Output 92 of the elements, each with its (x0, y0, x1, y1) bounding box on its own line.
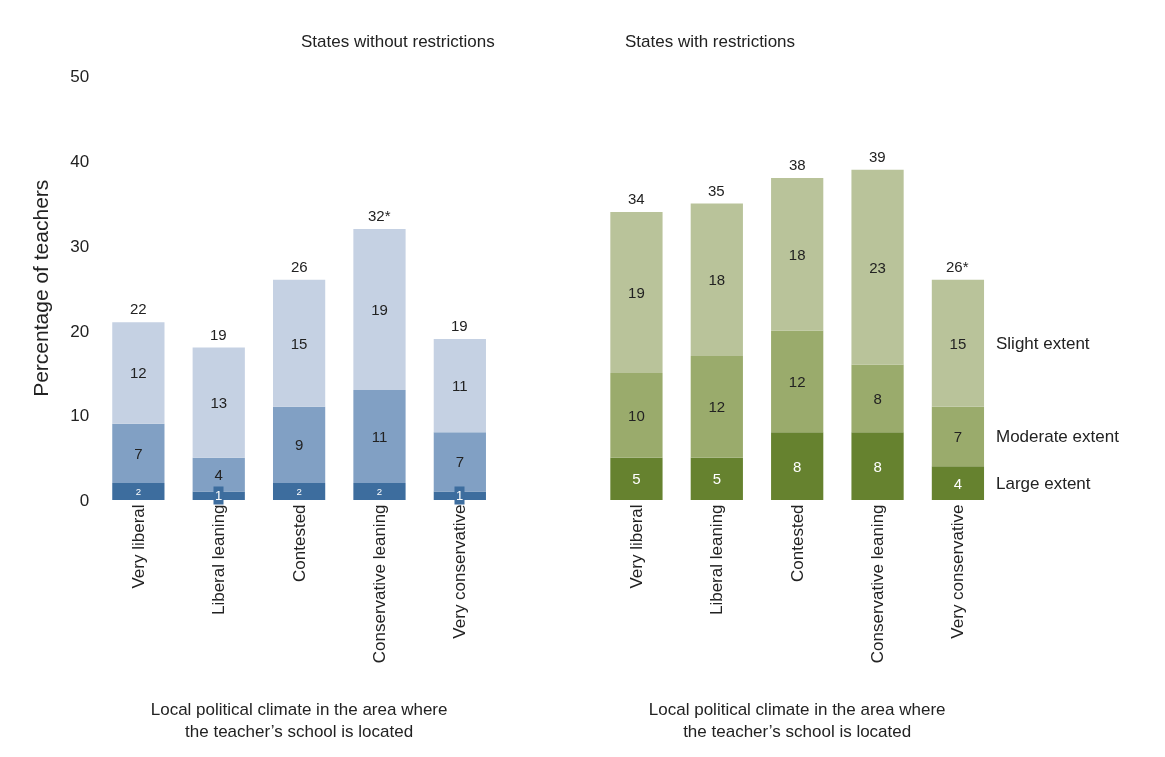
data-label: 7 (455, 453, 465, 471)
x-axis-title: Local political climate in the area where the teacher’s school is located (648, 699, 946, 741)
total-label: 19 (451, 317, 468, 334)
data-label: 1 (215, 488, 223, 503)
data-label: 18 (788, 245, 806, 263)
total-label: 26* (946, 258, 969, 275)
x-tick-label: Liberal leaning (707, 504, 727, 616)
data-label: 12 (788, 372, 806, 390)
x-axis-title: Local political climate in the area where the teacher’s school is located (150, 699, 448, 741)
total-label: 34 (628, 190, 645, 207)
bar (112, 423, 165, 484)
data-label: 7 (134, 444, 143, 462)
data-label: 11 (371, 428, 388, 446)
total-label: 19 (210, 326, 227, 343)
data-label: 12 (708, 398, 726, 416)
y-tick-label: 50 (70, 67, 90, 87)
data-label: 5 (712, 470, 721, 488)
data-label: 12 (130, 364, 147, 382)
x-tick-label: Very conservative (948, 504, 968, 639)
data-label: 13 (210, 394, 228, 412)
bar (272, 483, 326, 501)
x-tick-label: Very liberal (626, 504, 646, 589)
total-label: 32* (368, 207, 391, 224)
x-tick-label: Contested (787, 504, 807, 582)
total-label: 22 (130, 300, 147, 317)
bar (690, 203, 743, 357)
data-label: 15 (290, 334, 308, 352)
data-label: 8 (793, 457, 802, 475)
series-label: Moderate extent (996, 427, 1120, 446)
bar (610, 457, 663, 501)
y-tick-label: 0 (79, 491, 90, 511)
bar (433, 432, 486, 492)
total-label: 35 (708, 182, 725, 199)
bar (771, 330, 824, 433)
bar (610, 212, 663, 373)
series-label: Slight extent (996, 334, 1090, 353)
bar (771, 432, 824, 501)
data-label: 2 (296, 486, 302, 498)
y-tick-label: 20 (70, 321, 90, 341)
data-label: 18 (708, 271, 726, 289)
bar (272, 406, 326, 484)
bar (353, 483, 406, 501)
data-label: 2 (135, 486, 142, 498)
bar (353, 228, 406, 390)
bar (192, 347, 245, 458)
total-label: 39 (869, 148, 886, 165)
total-label: 38 (789, 156, 806, 173)
data-label: 15 (949, 334, 967, 352)
bar (272, 279, 326, 407)
data-label: 7 (953, 428, 963, 446)
data-label: 4 (214, 466, 223, 484)
bar (931, 279, 985, 407)
x-tick-label: Contested (289, 504, 309, 582)
bar (931, 466, 985, 501)
bar (931, 406, 985, 467)
y-tick-label: 40 (70, 152, 90, 172)
y-tick-label: 30 (70, 236, 90, 256)
data-label: 23 (869, 258, 886, 276)
series-label: Large extent (996, 474, 1091, 493)
bar (353, 389, 406, 484)
data-label: 8 (873, 389, 882, 407)
bar (851, 169, 904, 365)
x-tick-label: Conservative leaning (868, 504, 888, 664)
chart-title: States with restrictions (625, 32, 796, 51)
bar (610, 372, 663, 458)
bar (192, 457, 245, 492)
y-axis-title: Percentage of teachers (29, 179, 53, 397)
y-tick-label: 10 (70, 406, 90, 426)
bar (433, 339, 486, 433)
data-label: 19 (371, 300, 388, 318)
x-tick-label: Liberal leaning (209, 504, 229, 616)
data-label: 19 (628, 283, 645, 301)
data-label: 8 (873, 457, 882, 475)
x-tick-label: Very liberal (128, 504, 148, 589)
x-tick-label: Conservative leaning (370, 504, 390, 664)
data-label: 11 (452, 377, 468, 395)
bar (112, 322, 165, 424)
bar (690, 356, 743, 458)
total-label: 26 (291, 258, 308, 275)
data-label: 9 (294, 436, 304, 454)
bar (112, 483, 165, 501)
bar (851, 432, 904, 501)
data-label: 1 (456, 488, 464, 503)
bar (771, 178, 824, 331)
data-label: 5 (632, 470, 641, 488)
x-tick-label: Very conservative (450, 504, 470, 639)
bar (690, 457, 743, 501)
bar (851, 364, 904, 433)
chart-title: States without restrictions (301, 32, 495, 51)
data-label: 2 (376, 486, 383, 498)
data-label: 10 (628, 406, 645, 424)
data-label: 4 (953, 474, 963, 492)
